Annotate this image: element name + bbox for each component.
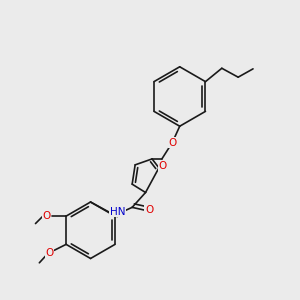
Text: O: O xyxy=(158,161,166,171)
Text: O: O xyxy=(42,211,51,221)
Text: O: O xyxy=(45,248,54,258)
Text: HN: HN xyxy=(110,207,125,217)
Text: O: O xyxy=(145,205,153,215)
Text: O: O xyxy=(168,138,176,148)
